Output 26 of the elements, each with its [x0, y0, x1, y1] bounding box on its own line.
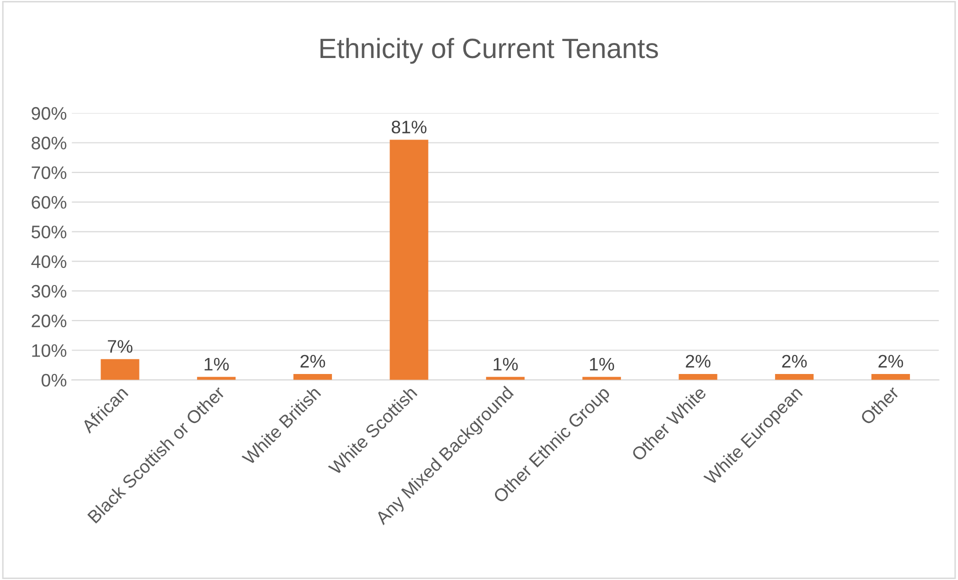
- data-label: 2%: [878, 354, 904, 368]
- data-label: 2%: [782, 354, 807, 368]
- bar: [100, 359, 140, 380]
- data-label: 1%: [590, 358, 614, 371]
- bar: [775, 374, 814, 380]
- y-tick-label: 20%: [32, 314, 66, 328]
- y-tick-label: 70%: [32, 166, 66, 180]
- y-tick-label: 30%: [32, 284, 66, 298]
- data-label: 2%: [300, 354, 326, 368]
- y-tick-label: 0%: [42, 374, 66, 387]
- data-label: 1%: [204, 358, 229, 371]
- data-label: 7%: [108, 340, 132, 353]
- chart-title: Ethnicity of Current Tenants: [320, 38, 658, 64]
- y-tick-label: 80%: [32, 136, 66, 150]
- y-tick-label: 10%: [32, 344, 66, 357]
- bar: [678, 374, 718, 380]
- bar: [390, 140, 428, 380]
- y-tick-label: 90%: [32, 107, 66, 120]
- y-tick-label: 60%: [32, 196, 66, 209]
- data-label: 1%: [494, 358, 518, 371]
- data-label: 2%: [686, 354, 710, 368]
- bar: [293, 374, 332, 380]
- bar: [871, 374, 910, 380]
- y-tick-label: 50%: [32, 226, 66, 238]
- y-tick-label: 40%: [31, 255, 66, 268]
- data-label: 81%: [392, 120, 426, 134]
